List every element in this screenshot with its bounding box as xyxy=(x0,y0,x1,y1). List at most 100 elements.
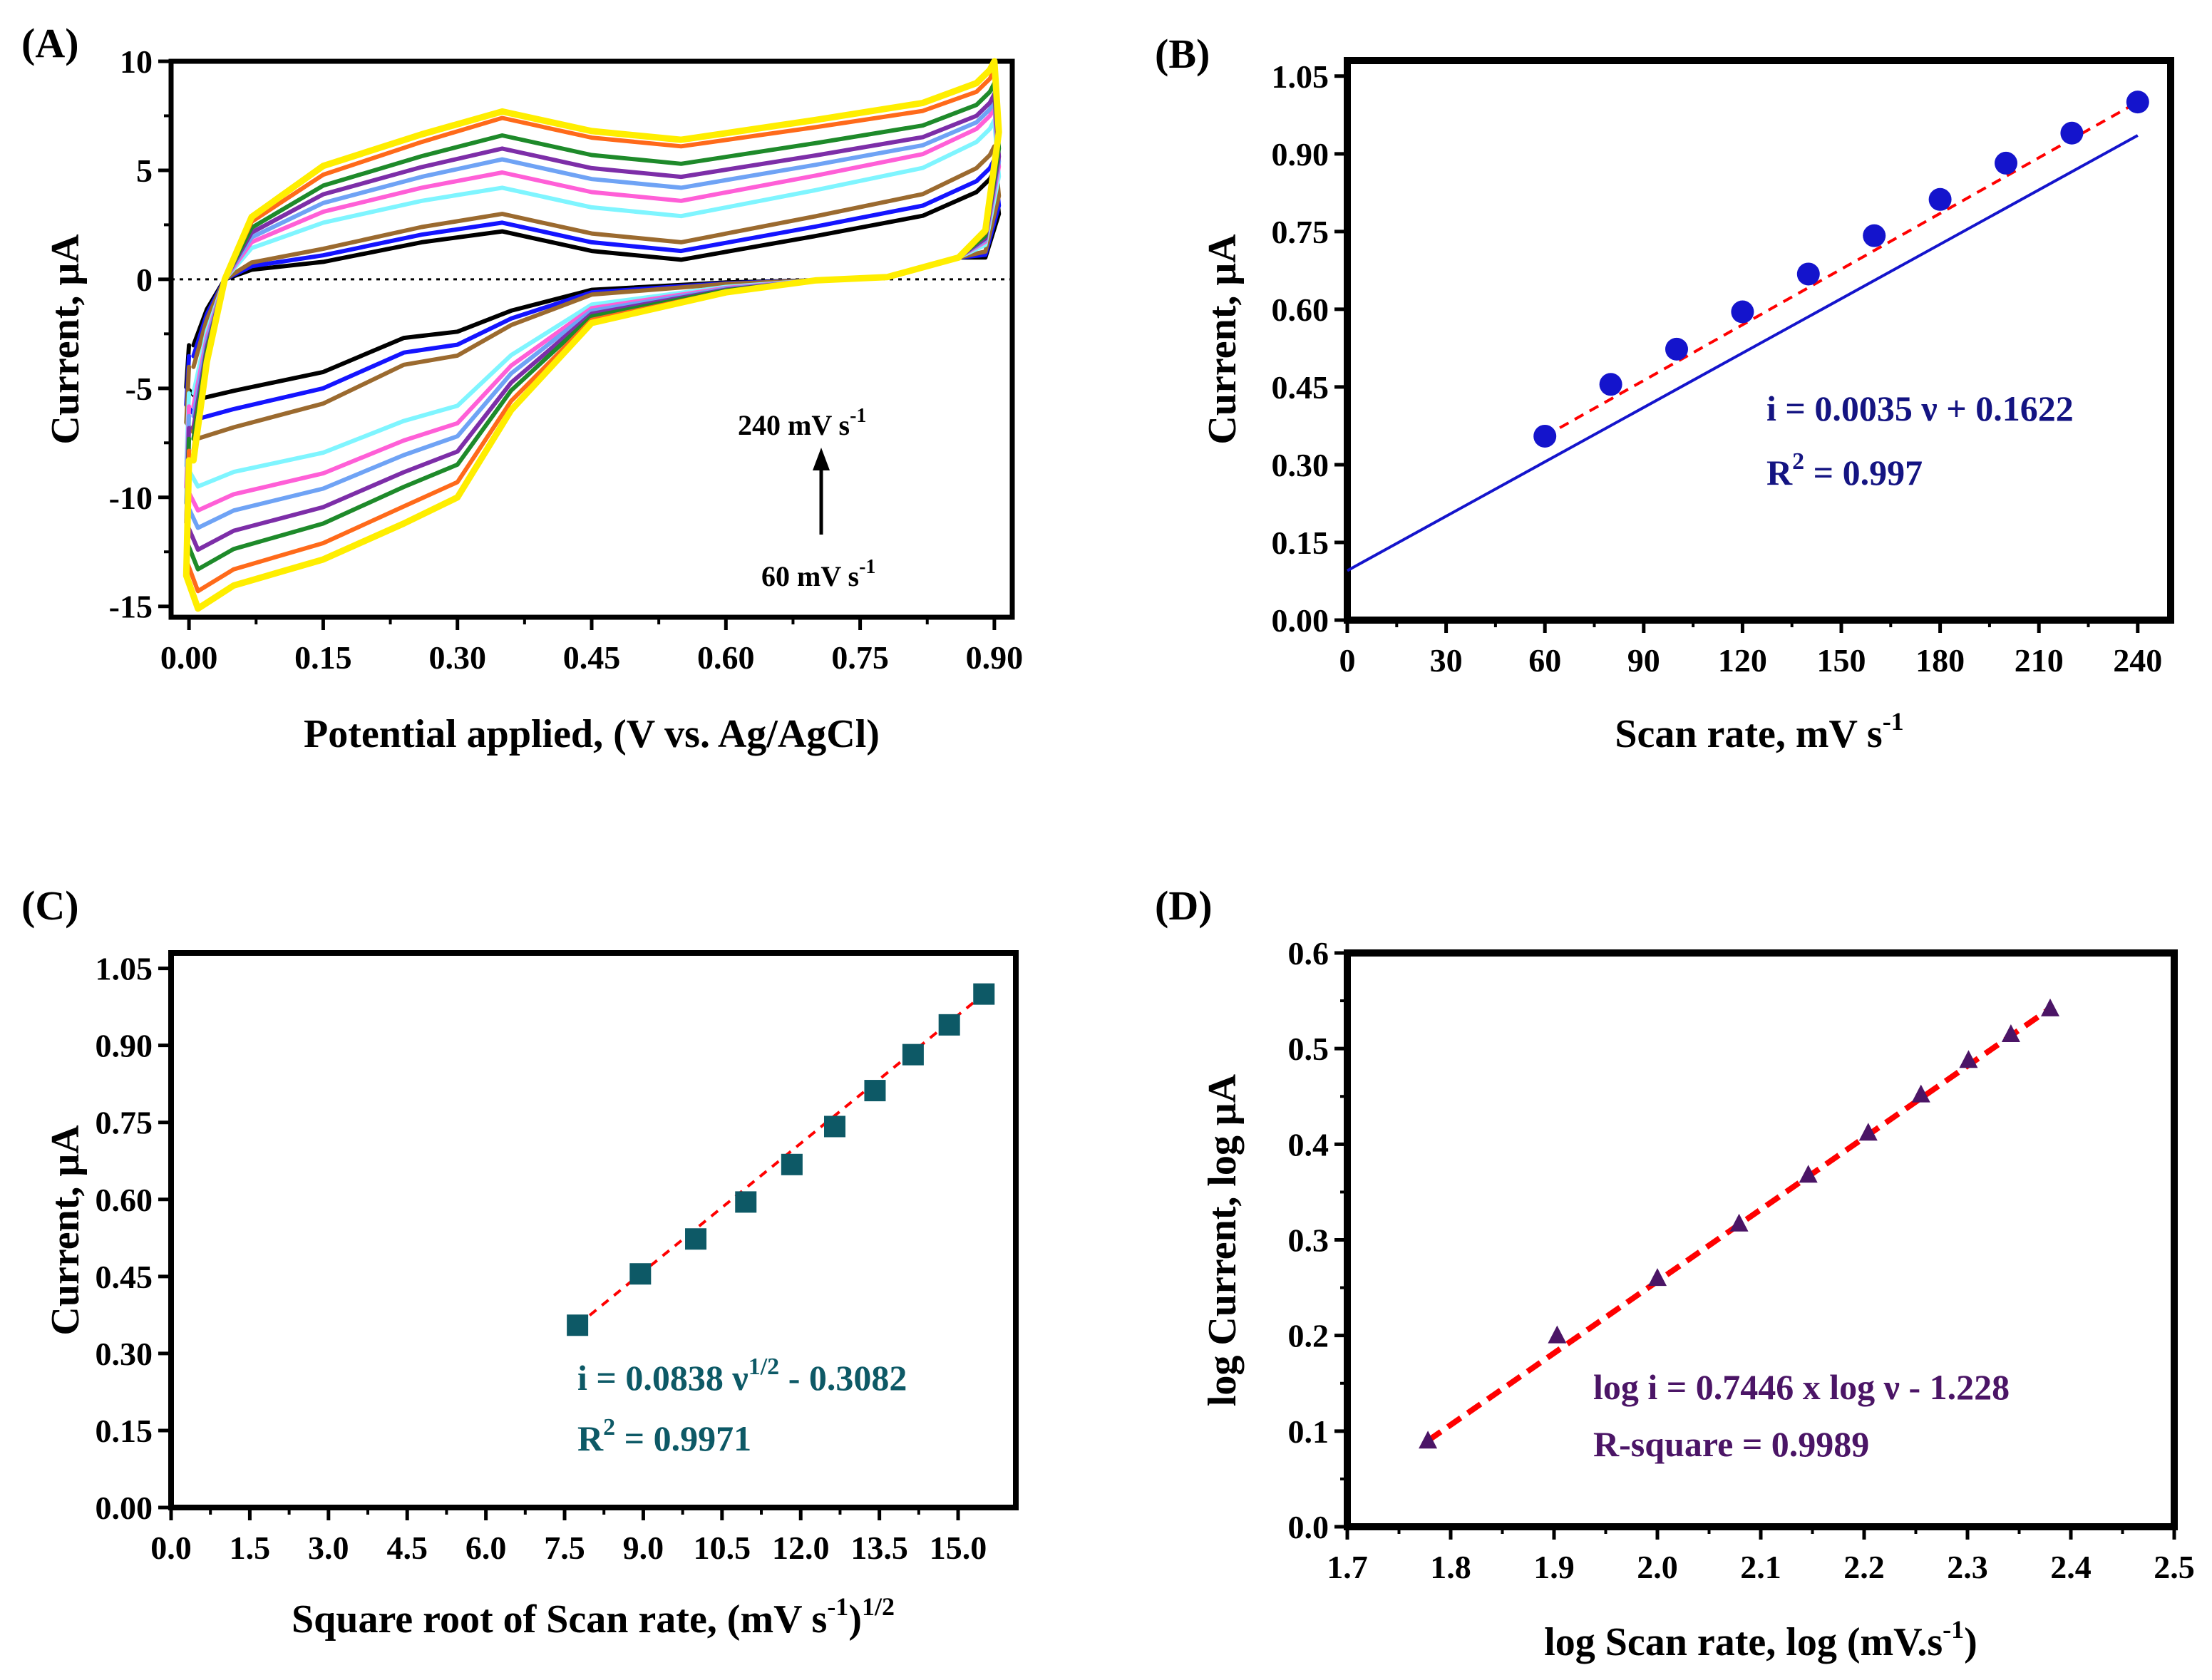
d-y-tick-label-0: 0.0 xyxy=(1288,1509,1329,1545)
panel-a-arrow-head xyxy=(813,448,830,470)
d-x-tick-label-8: 2.5 xyxy=(2154,1549,2195,1585)
data-point-80-mv-s xyxy=(1599,373,1622,396)
b-x-tick-label-7: 210 xyxy=(2015,642,2064,679)
a-x-tick-label-3: 0.45 xyxy=(563,639,621,676)
panel-b-xlabel: Scan rate, mV s-1 xyxy=(1615,707,1903,756)
data-point-180-mv-s xyxy=(1928,187,1952,211)
c-x-tick-label-8: 12.0 xyxy=(772,1530,830,1566)
cv-curve-60-mv-s xyxy=(184,168,1002,402)
panel-c-y-axis: 0.00 0.15 0.30 0.45 0.60 0.75 0.90 1.05 xyxy=(96,951,171,1526)
d-y-tick-label-6: 0.6 xyxy=(1288,935,1329,972)
b-x-tick-label-3: 90 xyxy=(1627,642,1660,679)
panel-d-equation: log i = 0.7446 x log ν - 1.228 xyxy=(1593,1367,2010,1407)
panel-a-annotation-bottom: 60 mV s-1 xyxy=(761,556,875,592)
panel-b-frame xyxy=(1344,57,2174,624)
d-x-tick-label-2: 1.9 xyxy=(1533,1549,1575,1585)
panel-b-r2-label: R xyxy=(1766,453,1793,493)
panel-a-xlabel: Potential applied, (V vs. Ag/AgCl) xyxy=(304,712,880,756)
panel-c-xlabel-text: Square root of Scan rate, (mV s xyxy=(292,1597,827,1642)
a-y-tick-label-5: -15 xyxy=(109,589,153,625)
data-point-5 xyxy=(1858,1123,1878,1141)
data-point-8 xyxy=(938,1014,960,1036)
panel-c-label: (C) xyxy=(21,882,79,929)
panel-d-r2: R-square = 0.9989 xyxy=(1593,1424,1869,1464)
panel-c-xlabel-sup2: 1/2 xyxy=(862,1592,895,1621)
panel-d-y-axis: 0.0 0.1 0.2 0.3 0.4 0.5 0.6 xyxy=(1288,935,1347,1545)
panel-d-x-axis: 1.7 1.8 1.9 2.0 2.1 2.2 2.3 2.4 2.5 xyxy=(1327,1527,2195,1585)
panel-c-xlabel: Square root of Scan rate, (mV s-1)1/2 xyxy=(292,1592,895,1642)
panel-d-xlabel-end: ) xyxy=(1964,1620,1977,1664)
panel-a-annotation-top-text: 240 mV s xyxy=(738,409,850,441)
b-y-tick-label-3: 0.45 xyxy=(1272,369,1329,406)
d-y-tick-label-2: 0.2 xyxy=(1288,1318,1329,1354)
panel-c-frame xyxy=(168,950,1019,1510)
panel-c-r2: R2 = 0.9971 xyxy=(577,1414,751,1458)
data-point-8 xyxy=(2001,1024,2020,1043)
panel-c-r2-label: R xyxy=(577,1418,604,1458)
c-x-tick-label-1: 1.5 xyxy=(230,1530,271,1566)
panel-c-x-axis: 0.0 1.5 3.0 4.5 6.0 7.5 9.0 10.5 12.0 13.5 15.0 xyxy=(150,1508,987,1566)
dashed-fit-line xyxy=(1544,101,2139,438)
d-x-tick-label-5: 2.2 xyxy=(1843,1549,1885,1585)
data-point-160-mv-s xyxy=(1863,224,1886,247)
c-y-tick-label-4: 0.60 xyxy=(96,1182,153,1218)
panel-c-xlabel-mid: ) xyxy=(848,1597,862,1642)
d-y-tick-label-1: 0.1 xyxy=(1288,1413,1329,1450)
cv-curve-80-mv-s xyxy=(184,157,1002,421)
c-x-tick-label-5: 7.5 xyxy=(544,1530,585,1566)
panel-d-ylabel: log Current, log μA xyxy=(1200,1073,1245,1406)
b-y-tick-label-6: 0.90 xyxy=(1272,136,1329,172)
d-x-tick-label-3: 2.0 xyxy=(1637,1549,1678,1585)
a-y-tick-label-1: 5 xyxy=(136,153,153,189)
panel-c: (C) 0.00 0.15 0.30 0.45 0.60 0.75 0.90 1.05 0.0… xyxy=(21,882,1019,1642)
data-point-7 xyxy=(1959,1050,1978,1068)
panel-a-annotation-top-sup: -1 xyxy=(850,405,866,427)
panel-b-x-axis: 0 30 60 90 120 150 180 210 240 xyxy=(1339,620,2162,679)
panel-a-annotation-bottom-sup: -1 xyxy=(859,556,875,578)
panel-b-plot xyxy=(1347,91,2149,572)
c-x-tick-label-4: 6.0 xyxy=(465,1530,507,1566)
panel-a-y-axis: 10 5 0 -5 -10 -15 xyxy=(109,43,171,625)
c-y-tick-label-7: 1.05 xyxy=(96,951,153,987)
cv-curve-100-mv-s xyxy=(184,144,1002,441)
cv-curve-240-mv-s xyxy=(182,58,1002,612)
data-point-9 xyxy=(2041,998,2059,1016)
a-y-tick-label-4: -10 xyxy=(109,480,153,516)
a-y-tick-label-3: -5 xyxy=(125,371,153,407)
d-x-tick-label-4: 2.1 xyxy=(1740,1549,1781,1585)
linear-fit-line xyxy=(1347,134,2139,572)
c-y-tick-label-1: 0.15 xyxy=(96,1413,153,1449)
panel-b-r2-value: = 0.997 xyxy=(1804,453,1923,493)
data-point-140-mv-s xyxy=(1796,262,1820,286)
data-point-4 xyxy=(781,1153,803,1175)
b-x-tick-label-0: 0 xyxy=(1339,642,1356,679)
d-x-tick-label-1: 1.8 xyxy=(1430,1549,1471,1585)
data-point-4 xyxy=(1799,1165,1818,1183)
c-y-tick-label-2: 0.30 xyxy=(96,1336,153,1372)
b-y-tick-label-5: 0.75 xyxy=(1272,214,1329,250)
panel-a: (A) 10 5 0 -5 -10 -15 0.00 0.15 0.30 0.45 0.60 0.7… xyxy=(21,20,1023,756)
c-y-tick-label-5: 0.75 xyxy=(96,1105,153,1141)
c-x-tick-label-0: 0.0 xyxy=(150,1530,192,1566)
b-x-tick-label-6: 180 xyxy=(1915,642,1965,679)
panel-a-label: (A) xyxy=(21,20,79,66)
data-point-120-mv-s xyxy=(1731,300,1754,324)
c-x-tick-label-9: 13.5 xyxy=(850,1530,908,1566)
c-x-tick-label-2: 3.0 xyxy=(308,1530,349,1566)
panel-c-equation: i = 0.0838 ν1/2 - 0.3082 xyxy=(577,1354,907,1398)
a-y-tick-label-2: 0 xyxy=(136,262,153,298)
data-point-60-mv-s xyxy=(1533,424,1557,448)
c-x-tick-label-7: 10.5 xyxy=(694,1530,751,1566)
a-x-tick-label-5: 0.75 xyxy=(831,639,889,676)
panel-b-ylabel: Current, μA xyxy=(1200,234,1245,445)
data-point-1 xyxy=(629,1263,652,1285)
panel-c-r2-value: = 0.9971 xyxy=(615,1418,751,1458)
a-x-tick-label-4: 0.60 xyxy=(697,639,755,676)
panel-d-xlabel-text: log Scan rate, log (mV.s xyxy=(1544,1620,1943,1664)
b-y-tick-label-1: 0.15 xyxy=(1272,525,1329,561)
c-x-tick-label-6: 9.0 xyxy=(623,1530,664,1566)
panel-c-equation-prefix: i = 0.0838 ν xyxy=(577,1358,749,1398)
panel-b-xlabel-text: Scan rate, mV s xyxy=(1615,712,1882,756)
panel-c-plot xyxy=(567,983,995,1336)
